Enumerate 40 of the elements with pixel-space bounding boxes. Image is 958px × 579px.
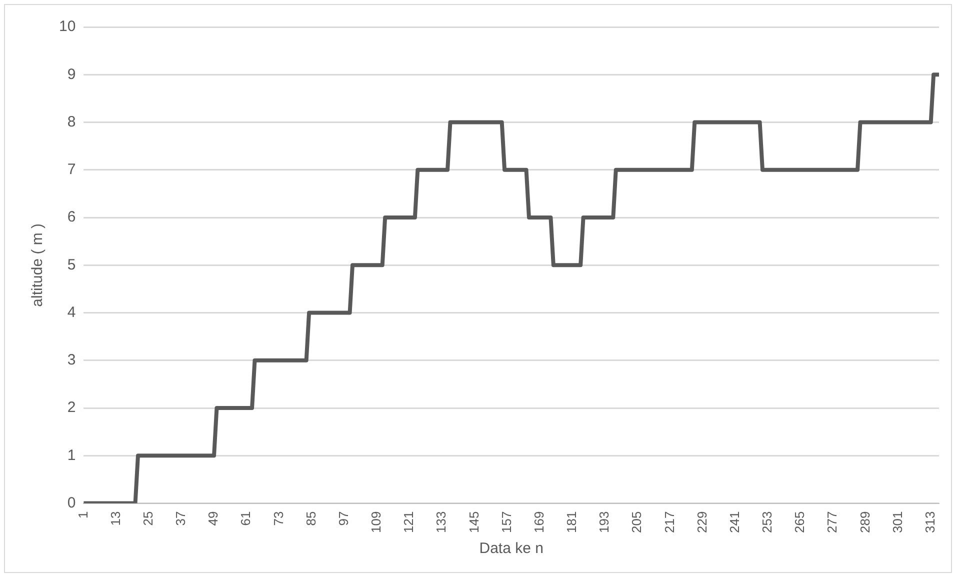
y-tick-label: 6 xyxy=(67,208,76,226)
x-tick-label: 85 xyxy=(303,511,318,526)
x-tick-label: 313 xyxy=(922,511,938,534)
x-tick-label: 37 xyxy=(173,511,188,526)
x-tick-label: 1 xyxy=(75,511,90,519)
x-tick-label: 109 xyxy=(368,511,384,534)
x-tick-label: 205 xyxy=(629,511,644,534)
x-tick-label: 73 xyxy=(270,511,286,526)
x-tick-label: 241 xyxy=(726,511,742,534)
x-tick-label: 169 xyxy=(531,511,546,534)
x-tick-label: 181 xyxy=(564,511,580,534)
x-tick-label: 133 xyxy=(434,511,449,534)
x-tick-label: 121 xyxy=(401,511,416,534)
x-tick-label: 157 xyxy=(498,511,514,534)
x-tick-label: 217 xyxy=(662,511,677,534)
x-axis-title: Data ke n xyxy=(479,540,544,558)
x-tick-label: 289 xyxy=(857,511,872,534)
x-tick-label: 49 xyxy=(206,511,221,526)
y-tick-label: 2 xyxy=(67,399,76,416)
x-tick-label: 13 xyxy=(108,511,123,526)
x-tick-label: 97 xyxy=(336,511,351,526)
x-tick-label: 253 xyxy=(760,511,775,534)
x-tick-label: 145 xyxy=(466,511,482,534)
y-tick-label: 7 xyxy=(67,161,76,178)
y-tick-label: 3 xyxy=(67,352,76,369)
y-tick-label: 1 xyxy=(67,446,76,464)
x-tick-label: 25 xyxy=(140,511,156,526)
y-tick-label: 8 xyxy=(67,113,76,130)
x-tick-label: 277 xyxy=(824,511,840,534)
y-tick-label: 0 xyxy=(67,494,76,512)
y-tick-label: 4 xyxy=(67,304,76,321)
x-tick-label: 61 xyxy=(238,511,254,526)
x-tick-label: 265 xyxy=(792,511,808,534)
y-tick-label: 5 xyxy=(67,256,76,274)
x-tick-label: 229 xyxy=(694,511,710,534)
y-tick-label: 9 xyxy=(67,66,76,83)
x-tick-label: 193 xyxy=(596,511,612,534)
y-axis-title: altitude ( m ) xyxy=(29,223,46,307)
x-tick-label: 301 xyxy=(890,511,905,534)
y-tick-label: 10 xyxy=(58,18,76,36)
